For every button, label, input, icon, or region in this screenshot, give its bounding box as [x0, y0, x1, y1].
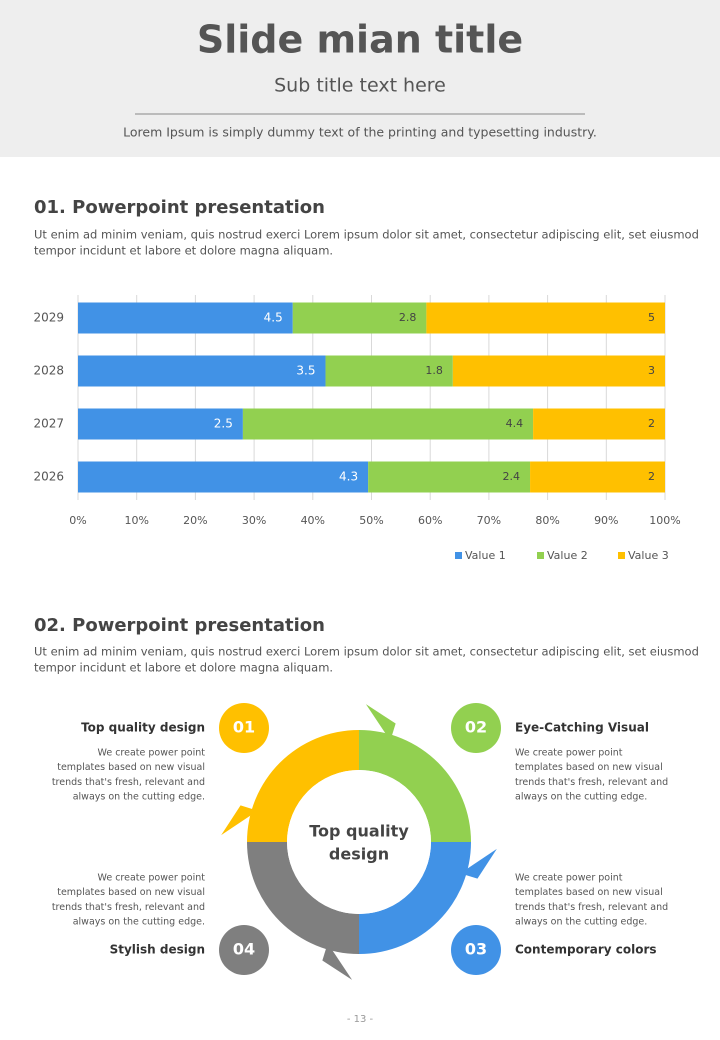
item-text: We create power point	[98, 873, 206, 884]
x-tick-label: 20%	[183, 514, 207, 527]
number-badge	[219, 703, 269, 753]
data-label: 5	[648, 311, 655, 324]
bar-segment	[78, 302, 293, 334]
legend-swatch	[537, 552, 544, 559]
paragraph-line: tempor incidunt et labore et dolore magn…	[34, 244, 333, 258]
center-label: design	[329, 845, 389, 864]
legend-swatch	[455, 552, 462, 559]
number-badge	[451, 925, 501, 975]
legend-label: Value 2	[547, 549, 588, 562]
data-label: 3	[648, 364, 655, 377]
item-title: Contemporary colors	[515, 943, 657, 957]
header-description: Lorem Ipsum is simply dummy text of the …	[123, 125, 597, 140]
item-text: We create power point	[515, 873, 623, 884]
y-tick-label: 2027	[33, 417, 64, 431]
data-label: 2	[648, 470, 655, 483]
x-tick-label: 80%	[535, 514, 559, 527]
item-text: trends that's fresh, relevant and	[52, 902, 205, 913]
paragraph-line: tempor incidunt et labore et dolore magn…	[34, 661, 333, 675]
ring-arrow	[322, 943, 353, 980]
y-tick-label: 2028	[33, 364, 64, 378]
item-text: always on the cutting edge.	[73, 792, 205, 803]
x-tick-label: 90%	[594, 514, 618, 527]
number-badge	[219, 925, 269, 975]
bar-segment	[78, 461, 369, 493]
bar-segment	[292, 302, 427, 334]
item-text: trends that's fresh, relevant and	[52, 777, 205, 788]
paragraph-line: Ut enim ad minim veniam, quis nostrud ex…	[34, 645, 699, 659]
number-badge	[451, 703, 501, 753]
bar-segment	[530, 461, 665, 493]
x-tick-label: 30%	[242, 514, 266, 527]
bar-segment	[78, 355, 326, 387]
legend-label: Value 1	[465, 549, 506, 562]
ring-segment	[359, 730, 471, 842]
item-text: templates based on new visual	[57, 887, 205, 898]
item-text: templates based on new visual	[57, 762, 205, 773]
badge-number: 03	[465, 940, 487, 959]
item-text: trends that's fresh, relevant and	[515, 902, 668, 913]
y-tick-label: 2029	[33, 311, 64, 325]
ring-center	[287, 770, 431, 914]
badge-number: 02	[465, 718, 487, 737]
section-heading: 02. Powerpoint presentation	[34, 615, 325, 636]
header-background	[0, 0, 720, 157]
x-tick-label: 100%	[649, 514, 680, 527]
item-text: templates based on new visual	[515, 887, 663, 898]
data-label: 4.4	[506, 417, 524, 430]
center-label: Top quality	[309, 822, 409, 841]
y-tick-label: 2026	[33, 470, 64, 484]
data-label: 2.8	[399, 311, 417, 324]
bar-segment	[368, 461, 531, 493]
bar-segment	[78, 408, 243, 440]
ring-segment	[247, 842, 359, 954]
x-tick-label: 10%	[124, 514, 148, 527]
slide-title: Slide mian title	[197, 18, 523, 62]
ring-arrow	[221, 805, 258, 836]
item-text: We create power point	[98, 748, 206, 759]
item-title: Eye-Catching Visual	[515, 721, 649, 735]
x-tick-label: 40%	[301, 514, 325, 527]
item-text: We create power point	[515, 748, 623, 759]
page-number: - 13 -	[347, 1014, 374, 1025]
ring-segment	[247, 730, 359, 842]
x-tick-label: 0%	[69, 514, 86, 527]
bar-segment	[533, 408, 665, 440]
x-tick-label: 70%	[477, 514, 501, 527]
slide-subtitle: Sub title text here	[274, 75, 446, 97]
data-label: 4.5	[264, 311, 283, 325]
badge-number: 04	[233, 940, 255, 959]
legend-swatch	[618, 552, 625, 559]
item-text: trends that's fresh, relevant and	[515, 777, 668, 788]
bar-segment	[452, 355, 665, 387]
x-tick-label: 60%	[418, 514, 442, 527]
item-text: always on the cutting edge.	[73, 917, 205, 928]
bar-segment	[242, 408, 534, 440]
data-label: 2.4	[503, 470, 521, 483]
ring-arrow	[460, 848, 497, 879]
item-title: Top quality design	[81, 721, 205, 735]
data-label: 2.5	[214, 417, 233, 431]
data-label: 1.8	[425, 364, 443, 377]
data-label: 3.5	[296, 364, 315, 378]
data-label: 4.3	[339, 470, 358, 484]
x-tick-label: 50%	[359, 514, 383, 527]
item-title: Stylish design	[110, 943, 205, 957]
bar-segment	[426, 302, 665, 334]
legend-label: Value 3	[628, 549, 669, 562]
ring-arrow	[365, 704, 396, 741]
item-text: always on the cutting edge.	[515, 917, 647, 928]
item-text: templates based on new visual	[515, 762, 663, 773]
item-text: always on the cutting edge.	[515, 792, 647, 803]
ring-segment	[359, 842, 471, 954]
section-heading: 01. Powerpoint presentation	[34, 197, 325, 218]
data-label: 2	[648, 417, 655, 430]
paragraph-line: Ut enim ad minim veniam, quis nostrud ex…	[34, 228, 699, 242]
bar-segment	[325, 355, 453, 387]
badge-number: 01	[233, 718, 255, 737]
